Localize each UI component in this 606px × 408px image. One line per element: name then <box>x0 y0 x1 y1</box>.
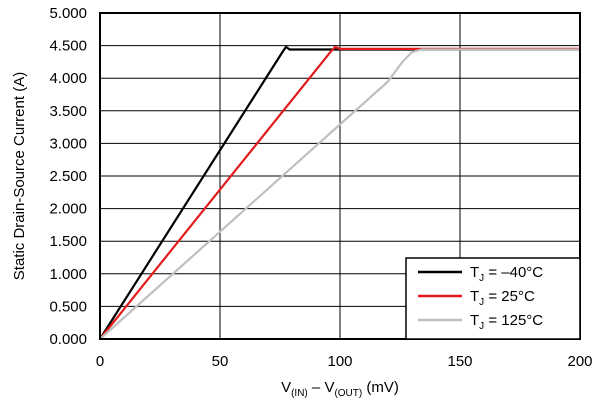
grid-lines <box>100 13 580 339</box>
y-tick-label: 2.000 <box>49 201 87 218</box>
legend-label-3: TJ = 125°C <box>470 312 543 332</box>
x-axis-title-dash: – V <box>308 379 335 396</box>
y-tick-labels: 0.000 0.500 1.000 1.500 2.000 2.500 3.000 3.500… <box>49 5 87 348</box>
x-tick-label: 0 <box>96 353 104 370</box>
y-tick-label: 0.500 <box>49 298 87 315</box>
y-tick-label: 4.000 <box>49 70 87 87</box>
x-axis-title-out-sub: (OUT) <box>334 388 362 399</box>
y-tick-label: 3.000 <box>49 135 87 152</box>
plot-area-frame <box>99 12 581 340</box>
y-tick-label: 0.000 <box>49 331 87 348</box>
y-tick-label: 3.500 <box>49 103 87 120</box>
x-axis-title-unit: (mV) <box>362 379 399 396</box>
y-tick-label: 1.500 <box>49 233 87 250</box>
x-tick-labels: 0 50 100 150 200 <box>96 353 593 370</box>
y-tick-label: 2.500 <box>49 168 87 185</box>
x-tick-label: 200 <box>567 353 592 370</box>
y-axis-title: Static Drain-Source Current (A) <box>11 72 28 280</box>
y-tick-label: 1.000 <box>49 266 87 283</box>
x-tick-label: 150 <box>447 353 472 370</box>
legend: TJ = –40°C TJ = 25°C TJ = 125°C <box>405 257 581 340</box>
y-tick-label: 4.500 <box>49 38 87 55</box>
series-line-3 <box>99 48 580 340</box>
legend-label-1: TJ = –40°C <box>470 264 543 284</box>
x-tick-label: 100 <box>327 353 352 370</box>
legend-label-2: TJ = 25°C <box>470 288 535 308</box>
x-axis-title-v1: V <box>281 379 291 396</box>
y-tick-label: 5.000 <box>49 5 87 22</box>
x-axis-title: V(IN) – V(OUT) (mV) <box>281 379 399 399</box>
series-lines <box>99 45 580 340</box>
x-axis-title-in-sub: (IN) <box>291 388 308 399</box>
x-tick-label: 50 <box>212 353 229 370</box>
